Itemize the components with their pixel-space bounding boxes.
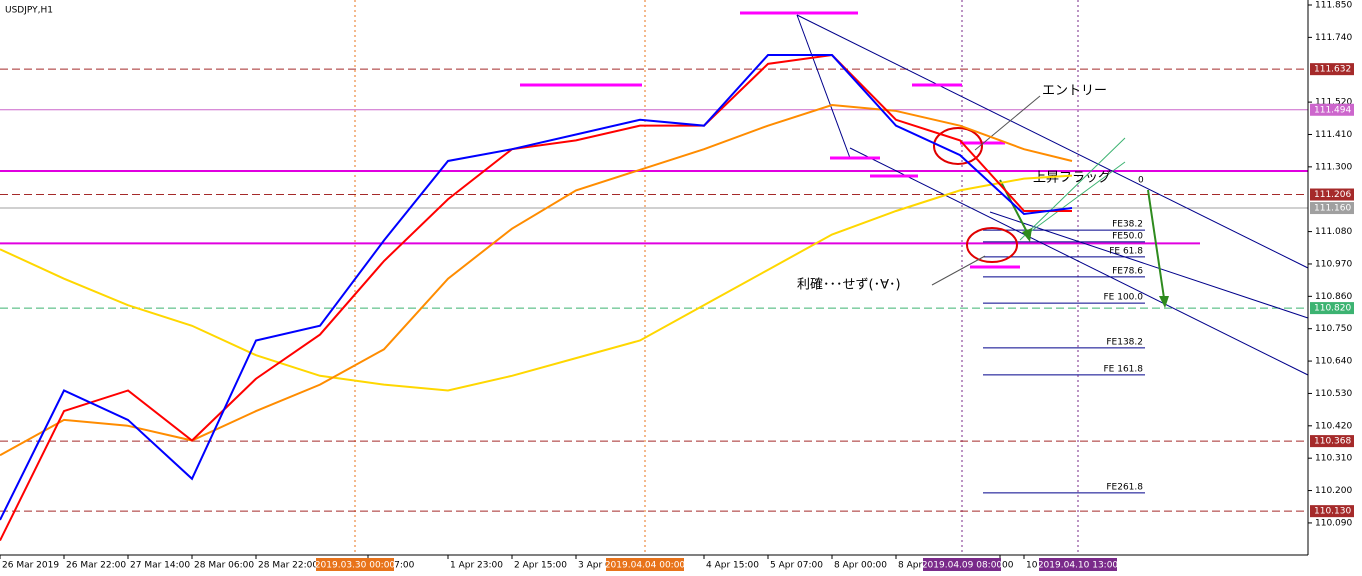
y-tick-label: 111.740 <box>1315 33 1352 43</box>
ma-line <box>0 174 1073 392</box>
ma-line <box>0 53 1072 542</box>
time-label: 2019.04.04 00:00 <box>605 561 686 571</box>
leader-line <box>931 255 986 286</box>
highlight-circle <box>933 127 983 165</box>
annotation: 利確･･･せず(･∀･) <box>797 277 901 293</box>
chart-title: USDJPY,H1 <box>5 6 53 16</box>
y-tick-label: 111.410 <box>1315 130 1352 140</box>
y-tick-label: 110.640 <box>1315 357 1352 367</box>
level-tag <box>1310 302 1354 315</box>
level-label: 110.820 <box>1314 304 1351 314</box>
arrowhead <box>1159 296 1169 308</box>
x-tick-label: 00 <box>1002 561 1014 571</box>
fibo-label: FE 61.8 <box>1109 246 1143 256</box>
level-label: 111.632 <box>1314 65 1351 75</box>
leader-line <box>974 95 1041 151</box>
fibo-label: FE138.2 <box>1106 337 1143 347</box>
y-tick-label: 110.860 <box>1315 292 1352 302</box>
channel-line <box>796 14 851 159</box>
fibo-label: FE 161.8 <box>1104 364 1144 374</box>
fibo-label: FE38.2 <box>1112 220 1143 230</box>
ma-line <box>0 54 1073 521</box>
level-label: 111.494 <box>1314 105 1351 115</box>
x-tick-label: 8 Apr <box>898 561 922 571</box>
x-tick-label: 2 Apr 15:00 <box>514 561 567 571</box>
flag-line <box>1019 137 1126 241</box>
drawings <box>0 0 1309 556</box>
level-label: 110.130 <box>1314 507 1351 517</box>
arrowhead <box>1022 228 1032 242</box>
y-tick-label: 110.750 <box>1315 324 1352 334</box>
fibo-label: FE78.6 <box>1112 266 1143 276</box>
y-tick-label: 110.310 <box>1315 454 1352 464</box>
ma-line <box>0 104 1073 457</box>
level-tag <box>1310 505 1354 518</box>
y-tick-label: 111.520 <box>1315 98 1352 108</box>
x-tick-label: 27 Mar 14:00 <box>130 561 190 571</box>
annotation: 0 <box>1138 176 1144 186</box>
flag-line <box>1029 161 1126 233</box>
y-tick-label: 110.420 <box>1315 421 1352 431</box>
level-label: 111.206 <box>1314 190 1351 200</box>
fibo-label: FE 100.0 <box>1104 293 1144 303</box>
x-tick-label: 5 Apr 07:00 <box>770 561 823 571</box>
x-tick-label: 4 Apr 15:00 <box>706 561 759 571</box>
level-label: 111.160 <box>1314 204 1351 214</box>
x-tick-label: 28 Mar 06:00 <box>194 561 254 571</box>
annotation: 上昇フラッグ <box>1033 171 1111 186</box>
channel-line <box>989 211 1309 319</box>
y-tick-label: 110.200 <box>1315 486 1352 496</box>
time-label: 2019.04.09 08:00 <box>922 561 1003 571</box>
y-tick-label: 110.970 <box>1315 259 1352 269</box>
level-label: 110.368 <box>1314 437 1351 447</box>
highlight-circle <box>966 227 1018 263</box>
time-label: 2019.04.10 13:00 <box>1038 561 1119 571</box>
y-tick-label: 111.300 <box>1315 162 1352 172</box>
time-label: 2019.03.30 00:00 <box>315 561 396 571</box>
y-tick-label: 110.530 <box>1315 389 1352 399</box>
x-tick-label: 3 Apr 0 <box>578 561 611 571</box>
channel-line <box>849 147 1309 376</box>
x-tick-label: 10 <box>1026 561 1038 571</box>
level-tag <box>1310 103 1354 116</box>
level-tag <box>1310 202 1354 215</box>
y-tick-label: 111.850 <box>1315 1 1352 11</box>
level-tag <box>1310 63 1354 76</box>
x-tick-label: 26 Mar 2019 <box>2 561 59 571</box>
channel-line <box>796 14 1309 269</box>
x-tick-label: 8 Apr 00:00 <box>834 561 887 571</box>
level-tag <box>1310 188 1354 201</box>
x-tick-label: 1 Apr 23:00 <box>450 561 503 571</box>
level-tag <box>1310 435 1354 448</box>
x-tick-label: 26 Mar 22:00 <box>66 561 126 571</box>
time-tag <box>923 558 1001 571</box>
time-tag <box>606 558 684 571</box>
arrow <box>1147 189 1165 299</box>
fibo-label: FE50.0 <box>1112 231 1143 241</box>
time-tag <box>316 558 394 571</box>
y-tick-label: 110.090 <box>1315 518 1352 528</box>
fibo-label: FE261.8 <box>1106 482 1143 492</box>
time-tag <box>1039 558 1117 571</box>
x-tick-label: 28 Mar 22:00 <box>258 561 318 571</box>
annotation: エントリー <box>1042 84 1107 99</box>
y-tick-label: 111.080 <box>1315 227 1352 237</box>
